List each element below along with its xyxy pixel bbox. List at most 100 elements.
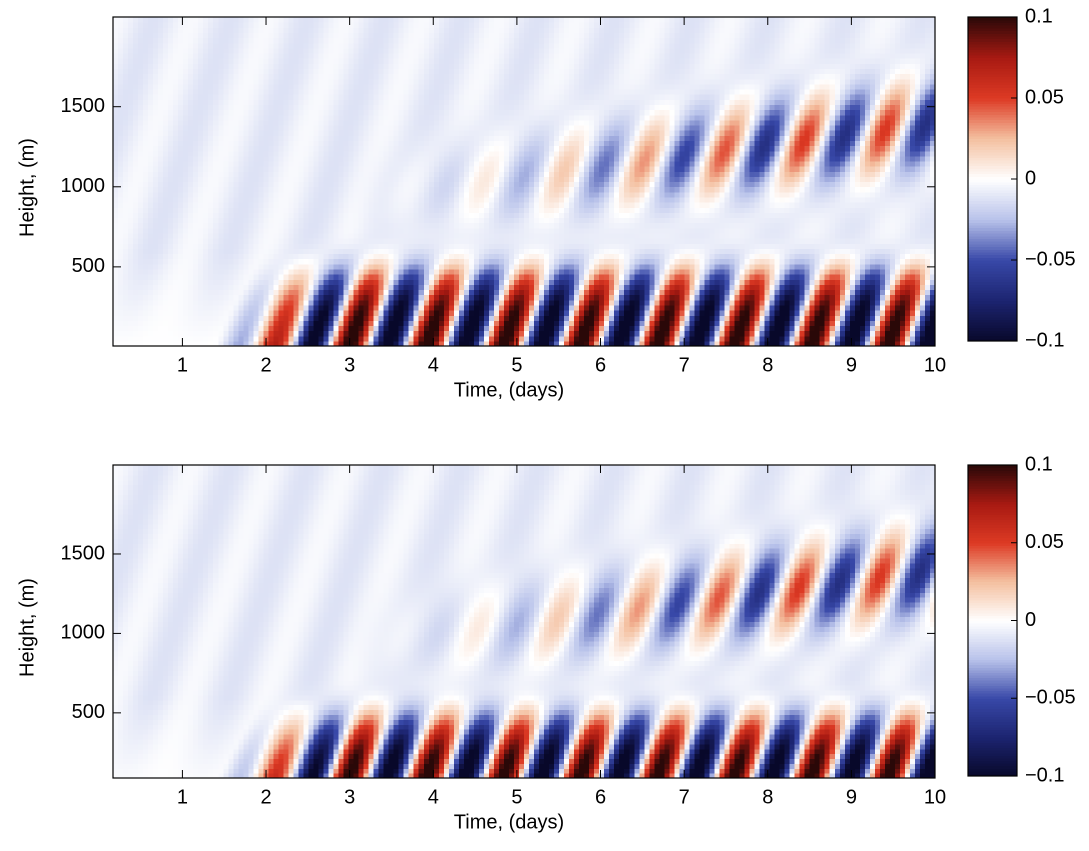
heatmap-cell: [253, 325, 259, 332]
heatmap-cell: [153, 47, 159, 54]
heatmap-cell: [113, 243, 119, 249]
heatmap-cell: [428, 181, 435, 188]
heatmap-cell: [188, 68, 194, 75]
heatmap-cell: [163, 304, 169, 311]
heatmap-cell: [233, 83, 239, 90]
heatmap-cell: [133, 114, 139, 121]
heatmap-cell: [468, 304, 475, 311]
heatmap-cell: [443, 104, 450, 111]
heatmap-cell: [348, 109, 355, 116]
heatmap-cell: [288, 42, 295, 49]
heatmap-cell: [443, 284, 450, 291]
heatmap-cell: [293, 294, 300, 301]
heatmap-cell: [423, 248, 430, 255]
heatmap-cell: [313, 325, 320, 332]
heatmap-cell: [443, 212, 450, 219]
heatmap-cell: [368, 299, 375, 306]
heatmap-cell: [403, 315, 410, 321]
heatmap-cell: [233, 68, 239, 75]
heatmap-cell: [383, 196, 390, 203]
heatmap-cell: [363, 274, 370, 280]
heatmap-cell: [448, 320, 455, 327]
heatmap-cell: [358, 310, 365, 316]
heatmap-cell: [418, 191, 425, 198]
heatmap-cell: [168, 109, 174, 116]
heatmap-cell: [208, 212, 214, 219]
heatmap-cell: [428, 310, 435, 316]
heatmap-cell: [483, 325, 490, 332]
heatmap-cell: [393, 176, 400, 183]
heatmap-cell: [298, 186, 305, 193]
heatmap-cell: [288, 99, 295, 105]
heatmap-cell: [143, 78, 149, 85]
heatmap-cell: [178, 310, 184, 316]
heatmap-cell: [133, 155, 139, 162]
heatmap-cell: [158, 243, 164, 249]
heatmap-cell: [263, 191, 269, 198]
heatmap-cell: [368, 340, 375, 347]
heatmap-cell: [448, 94, 455, 100]
heatmap-cell: [313, 42, 320, 49]
heatmap-cell: [208, 17, 214, 23]
heatmap-cell: [173, 238, 179, 244]
heatmap-cell: [133, 63, 139, 70]
heatmap-cell: [223, 27, 229, 34]
heatmap-cell: [248, 160, 254, 167]
heatmap-cell: [468, 150, 475, 157]
heatmap-cell: [483, 207, 490, 213]
heatmap-cell: [148, 202, 154, 208]
heatmap-cell: [348, 217, 355, 224]
heatmap-cell: [383, 299, 390, 306]
heatmap-cell: [198, 58, 204, 64]
heatmap-cell: [168, 207, 174, 213]
heatmap-cell: [478, 109, 485, 116]
heatmap-cell: [308, 335, 315, 342]
heatmap-cell: [223, 32, 229, 39]
heatmap-cell: [343, 99, 350, 105]
heatmap-cell: [113, 299, 119, 306]
heatmap-cell: [213, 294, 219, 301]
heatmap-cell: [338, 310, 345, 316]
heatmap-cell: [498, 150, 505, 157]
heatmap-cell: [448, 238, 455, 244]
heatmap-cell: [223, 263, 229, 270]
heatmap-cell: [463, 340, 470, 347]
heatmap-cell: [113, 47, 119, 54]
heatmap-cell: [388, 17, 395, 23]
heatmap-cell: [458, 88, 465, 95]
heatmap-cell: [238, 155, 244, 162]
heatmap-cell: [263, 83, 269, 90]
heatmap-cell: [283, 73, 290, 80]
heatmap-cell: [278, 274, 285, 280]
heatmap-cell: [428, 202, 435, 208]
heatmap-cell: [253, 17, 259, 23]
heatmap-cell: [363, 130, 370, 136]
heatmap-cell: [408, 263, 415, 270]
heatmap-cell: [368, 320, 375, 327]
heatmap-cell: [153, 27, 159, 34]
heatmap-cell: [268, 294, 274, 301]
heatmap-cell: [178, 191, 184, 198]
heatmap-cell: [378, 330, 385, 337]
heatmap-cell: [433, 32, 440, 39]
heatmap-cell: [188, 274, 194, 280]
heatmap-cell: [423, 52, 430, 59]
heatmap-cell: [393, 27, 400, 34]
heatmap-cell: [403, 73, 410, 80]
heatmap-cell: [398, 181, 405, 188]
heatmap-cell: [338, 124, 345, 131]
heatmap-cell: [268, 181, 274, 188]
heatmap-cell: [373, 124, 380, 131]
heatmap-cell: [363, 238, 370, 244]
heatmap-cell: [458, 17, 465, 23]
heatmap-cell: [478, 289, 485, 296]
heatmap-cell: [118, 232, 124, 239]
heatmap-cell: [343, 320, 350, 327]
heatmap-cell: [468, 47, 475, 54]
heatmap-cell: [218, 320, 224, 327]
heatmap-cell: [383, 52, 390, 59]
heatmap-cell: [208, 340, 214, 347]
heatmap-cell: [363, 68, 370, 75]
heatmap-cell: [373, 320, 380, 327]
heatmap-cell: [393, 335, 400, 342]
